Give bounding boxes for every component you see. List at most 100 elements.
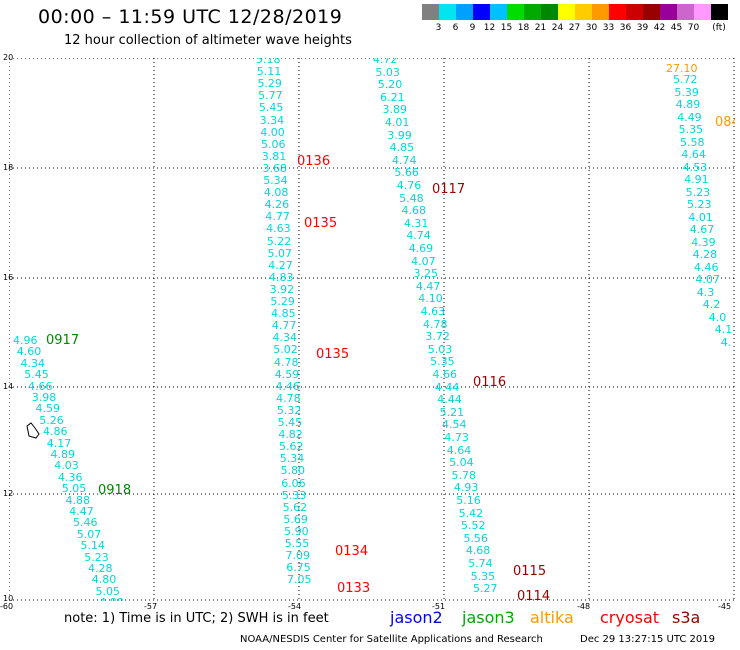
wave-height-value: 5.32 bbox=[276, 403, 302, 417]
orbit-number-label: 0917 bbox=[46, 333, 80, 348]
wave-height-value: 4.49 bbox=[677, 110, 702, 124]
wave-height-value: 4.77 bbox=[271, 319, 297, 333]
legend-swatch bbox=[643, 4, 660, 20]
wave-height-value: 4.67 bbox=[689, 223, 715, 236]
legend-label: 18 bbox=[517, 23, 530, 33]
wave-height-value: 5.14 bbox=[80, 539, 106, 553]
orbit-number-label: 0116 bbox=[473, 375, 507, 390]
y-tick-label: 12 bbox=[3, 489, 14, 498]
wave-height-value: 5.46 bbox=[73, 516, 98, 530]
wave-height-value: 4.2 bbox=[702, 298, 721, 311]
y-tick-label: 16 bbox=[3, 273, 14, 282]
wave-height-value: 5.05 bbox=[95, 584, 121, 598]
wave-height-value: 4.85 bbox=[271, 307, 296, 321]
wave-height-value: 4.27 bbox=[268, 258, 293, 272]
wave-height-value: 5.02 bbox=[273, 343, 298, 357]
wave-height-value: 5.22 bbox=[266, 234, 292, 248]
wave-height-value: 4.82 bbox=[278, 428, 303, 442]
legend-label: 9 bbox=[469, 23, 476, 33]
wave-height-value: 5.23 bbox=[84, 550, 109, 564]
wave-height-value: 4.03 bbox=[54, 459, 79, 473]
legend-swatch bbox=[694, 4, 711, 20]
legend-unit: (ft) bbox=[712, 23, 726, 33]
wave-height-value: 4.36 bbox=[58, 470, 83, 484]
wave-height-value: 5.29 bbox=[270, 295, 295, 308]
wave-height-value: 4.3 bbox=[696, 285, 715, 299]
wave-height-value: 3.98 bbox=[31, 391, 57, 404]
wave-height-value: 5.42 bbox=[458, 506, 484, 520]
wave-height-value: 4.31 bbox=[403, 216, 429, 230]
wave-height-value: 4.44 bbox=[437, 393, 462, 407]
wave-height-value: 3.99 bbox=[387, 128, 412, 142]
wave-height-value: 4.47 bbox=[415, 279, 441, 293]
wave-height-value: 3.81 bbox=[261, 149, 287, 163]
wave-height-value: 3.25 bbox=[413, 267, 438, 281]
wave-height-value: 4.10 bbox=[418, 292, 443, 306]
satellite-name: s3a bbox=[672, 608, 701, 627]
legend-label: 45 bbox=[670, 23, 683, 33]
wave-height-value: 4.85 bbox=[389, 141, 415, 155]
legend-swatch bbox=[626, 4, 643, 20]
wave-height-value: 4.66 bbox=[28, 379, 53, 393]
wave-height-value: 5.62 bbox=[282, 500, 308, 514]
legend-label: 6 bbox=[452, 23, 459, 33]
wave-height-value: 5.29 bbox=[257, 77, 282, 91]
wave-height-value: 4.96 bbox=[13, 334, 38, 347]
legend-label: 39 bbox=[636, 23, 649, 33]
legend-swatch bbox=[422, 4, 439, 20]
wave-height-value: 4.00 bbox=[260, 125, 285, 139]
legend-swatch bbox=[473, 4, 490, 20]
wave-height-value: 4.76 bbox=[396, 179, 422, 192]
wave-height-value: 4.0 bbox=[708, 310, 727, 324]
map-subtitle: 12 hour collection of altimeter wave hei… bbox=[64, 33, 352, 48]
wave-height-value: 4.47 bbox=[69, 505, 94, 518]
wave-height-value: 3.89 bbox=[382, 103, 408, 117]
wave-height-value: 4.88 bbox=[65, 493, 91, 507]
wave-height-value: 4.68 bbox=[465, 544, 491, 558]
wave-height-value: 4.86 bbox=[43, 425, 68, 439]
wave-height-value: 4.63 bbox=[266, 222, 291, 236]
footer-note: note: 1) Time is in UTC; 2) SWH is in fe… bbox=[64, 611, 329, 626]
wave-height-value: 4.78 bbox=[276, 391, 301, 405]
legend-label: 36 bbox=[619, 23, 632, 33]
legend-swatch bbox=[490, 4, 507, 20]
legend-swatch bbox=[575, 4, 592, 20]
legend-label: 27 bbox=[568, 23, 581, 33]
wave-height-value: 5.34 bbox=[263, 174, 288, 187]
x-tick-label: -60 bbox=[0, 602, 14, 611]
wave-height-value: 5.34 bbox=[279, 452, 305, 466]
wave-height-value: 4.07 bbox=[695, 273, 720, 286]
y-tick-label: 18 bbox=[3, 163, 14, 172]
wave-height-value: 6.06 bbox=[281, 476, 306, 490]
wave-height-value: 4.17 bbox=[46, 436, 72, 450]
wave-height-value: 4.34 bbox=[20, 356, 46, 370]
wave-height-value: 5.35 bbox=[430, 355, 455, 369]
wave-height-value: 5.26 bbox=[39, 413, 64, 427]
orbit-number-label: 0133 bbox=[337, 581, 371, 596]
wave-height-value: 5.23 bbox=[687, 198, 712, 211]
wave-height-value: 3.92 bbox=[269, 282, 295, 296]
legend-swatch bbox=[541, 4, 558, 20]
wave-height-value: 5.55 bbox=[284, 537, 310, 550]
wave-height-value: 5.56 bbox=[463, 531, 488, 545]
legend-label: 70 bbox=[687, 23, 700, 33]
wave-height-value: 5.33 bbox=[281, 488, 307, 502]
wave-height-value: 7.09 bbox=[285, 549, 311, 563]
legend-swatch bbox=[507, 4, 524, 20]
wave-height-value: 4.77 bbox=[265, 210, 290, 224]
legend-swatch bbox=[711, 4, 728, 20]
wave-height-value: 5.58 bbox=[680, 135, 705, 149]
wave-height-value: 4.78 bbox=[274, 355, 299, 369]
orbit-number-label: 0115 bbox=[513, 564, 547, 579]
wave-height-value: 5.03 bbox=[375, 65, 400, 79]
wave-height-value: 3.68 bbox=[262, 161, 287, 175]
legend-label: 33 bbox=[602, 23, 615, 33]
wave-height-value: 5.03 bbox=[427, 342, 453, 356]
legend-swatch bbox=[456, 4, 473, 20]
wave-height-value: 4.28 bbox=[692, 248, 718, 261]
wave-height-value: 5.52 bbox=[461, 519, 486, 533]
wave-height-value: 5.39 bbox=[674, 85, 699, 99]
wave-height-value: 4.26 bbox=[264, 198, 290, 212]
legend-label: 21 bbox=[534, 23, 547, 33]
wave-height-value: 5.48 bbox=[399, 191, 424, 205]
